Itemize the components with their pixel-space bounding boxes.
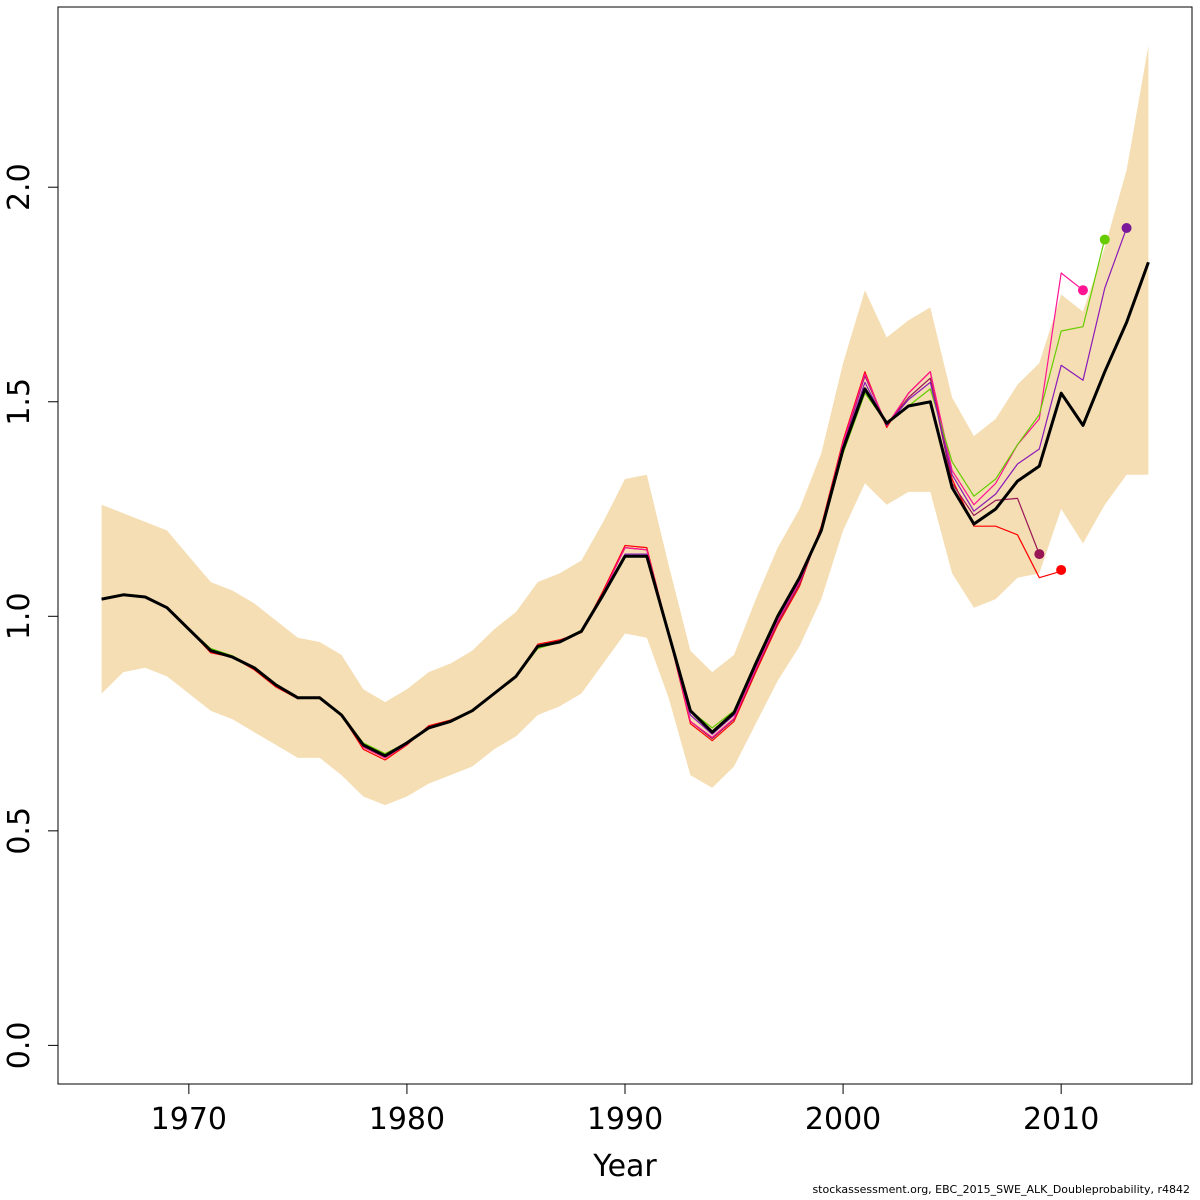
x-tick-label: 2000	[805, 1102, 881, 1137]
x-axis: 1970 1980 1990 2000 2010	[151, 1083, 1099, 1137]
y-tick-label: 1.5	[2, 378, 37, 426]
x-tick-label: 2010	[1023, 1102, 1099, 1137]
endpoint-marker-4	[1121, 222, 1132, 233]
y-tick-label: 1.0	[2, 592, 37, 640]
series-layer	[101, 227, 1150, 761]
endpoint-marker-0	[1034, 549, 1045, 560]
x-tick-label: 1990	[587, 1102, 663, 1137]
endpoint-marker-3	[1099, 234, 1110, 245]
endpoint-marker-2	[1077, 285, 1088, 296]
confidence-band	[101, 45, 1149, 806]
y-tick-label: 2.0	[2, 163, 37, 211]
y-tick-label: 0.0	[2, 1022, 37, 1070]
y-tick-label: 0.5	[2, 807, 37, 855]
y-axis: 0.0 0.5 1.0 1.5 2.0	[2, 163, 59, 1070]
x-axis-title: Year	[592, 1149, 657, 1184]
x-tick-label: 1970	[151, 1102, 227, 1137]
x-tick-label: 1980	[369, 1102, 445, 1137]
endpoint-markers-layer	[1034, 222, 1132, 575]
endpoint-marker-1	[1056, 564, 1067, 575]
footer-note: stockassessment.org, EBC_2015_SWE_ALK_Do…	[812, 1183, 1190, 1196]
series-line-0	[101, 261, 1150, 758]
confidence-band-layer	[101, 45, 1149, 806]
